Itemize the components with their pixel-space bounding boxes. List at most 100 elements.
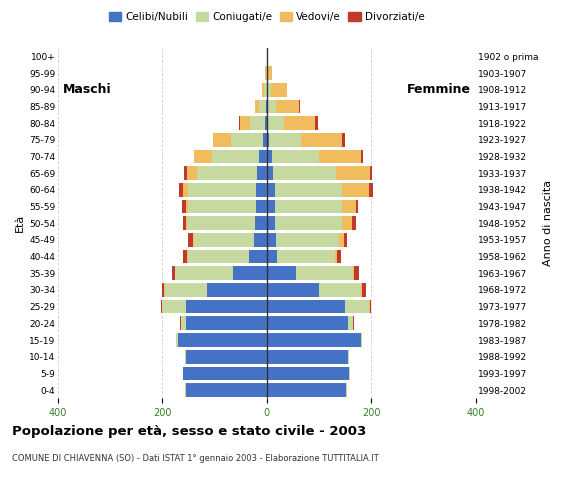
Bar: [188, 200, 267, 213]
Bar: [267, 250, 342, 264]
Bar: [267, 216, 274, 230]
Bar: [183, 367, 267, 380]
Bar: [193, 233, 267, 247]
Bar: [172, 266, 267, 280]
Bar: [212, 150, 267, 163]
Bar: [267, 183, 369, 197]
Bar: [267, 99, 299, 113]
Bar: [267, 266, 358, 280]
Bar: [186, 383, 267, 397]
Bar: [176, 333, 267, 347]
Bar: [256, 183, 267, 197]
Bar: [267, 83, 287, 96]
Bar: [186, 383, 267, 397]
Bar: [267, 150, 363, 163]
Bar: [165, 283, 267, 297]
Bar: [187, 250, 267, 264]
Bar: [197, 166, 267, 180]
Bar: [176, 333, 267, 347]
Bar: [161, 300, 267, 313]
Bar: [267, 133, 342, 146]
Bar: [256, 200, 267, 213]
Bar: [194, 150, 267, 163]
Bar: [267, 49, 268, 63]
Bar: [267, 367, 350, 380]
Bar: [267, 150, 361, 163]
Bar: [267, 83, 271, 96]
Bar: [267, 183, 342, 197]
Bar: [162, 283, 267, 297]
Bar: [267, 316, 354, 330]
Bar: [267, 216, 342, 230]
Bar: [186, 350, 267, 363]
Bar: [267, 66, 268, 80]
Bar: [182, 200, 267, 213]
Bar: [194, 150, 267, 163]
Bar: [267, 266, 354, 280]
Legend: Celibi/Nubili, Coniugati/e, Vedovi/e, Divorziati/e: Celibi/Nubili, Coniugati/e, Vedovi/e, Di…: [104, 8, 429, 26]
Bar: [267, 316, 353, 330]
Y-axis label: Età: Età: [15, 214, 25, 232]
Bar: [180, 316, 267, 330]
Bar: [176, 333, 267, 347]
Bar: [264, 83, 267, 96]
Bar: [267, 316, 347, 330]
Bar: [186, 316, 267, 330]
Bar: [267, 200, 274, 213]
Bar: [267, 116, 284, 130]
Bar: [267, 216, 356, 230]
Bar: [259, 99, 267, 113]
Bar: [267, 66, 272, 80]
Bar: [206, 283, 267, 297]
Bar: [267, 99, 300, 113]
Bar: [267, 367, 350, 380]
Bar: [267, 233, 339, 247]
Bar: [259, 150, 267, 163]
Bar: [231, 133, 267, 146]
Bar: [266, 99, 267, 113]
Bar: [255, 216, 267, 230]
Bar: [186, 216, 267, 230]
Bar: [267, 333, 362, 347]
Text: COMUNE DI CHIAVENNA (SO) - Dati ISTAT 1° gennaio 2003 - Elaborazione TUTTITALIA.: COMUNE DI CHIAVENNA (SO) - Dati ISTAT 1°…: [12, 454, 378, 463]
Bar: [175, 266, 267, 280]
Bar: [267, 166, 369, 180]
Y-axis label: Anno di nascita: Anno di nascita: [543, 180, 553, 266]
Bar: [233, 266, 267, 280]
Bar: [188, 250, 267, 264]
Bar: [187, 166, 267, 180]
Bar: [267, 166, 336, 180]
Bar: [267, 383, 347, 397]
Bar: [267, 316, 353, 330]
Bar: [187, 216, 267, 230]
Bar: [180, 316, 267, 330]
Bar: [267, 283, 366, 297]
Bar: [240, 116, 267, 130]
Bar: [258, 166, 267, 180]
Bar: [183, 250, 267, 264]
Bar: [267, 83, 287, 96]
Bar: [267, 367, 350, 380]
Bar: [267, 300, 369, 313]
Bar: [267, 99, 276, 113]
Bar: [267, 233, 347, 247]
Bar: [267, 116, 316, 130]
Bar: [184, 166, 267, 180]
Bar: [255, 99, 267, 113]
Text: Popolazione per età, sesso e stato civile - 2003: Popolazione per età, sesso e stato civil…: [12, 425, 366, 438]
Bar: [183, 367, 267, 380]
Bar: [267, 333, 361, 347]
Bar: [267, 283, 361, 297]
Bar: [267, 183, 373, 197]
Bar: [267, 166, 273, 180]
Bar: [267, 250, 337, 264]
Bar: [263, 133, 267, 146]
Bar: [262, 83, 267, 96]
Bar: [255, 99, 267, 113]
Bar: [248, 250, 267, 264]
Bar: [239, 116, 267, 130]
Bar: [183, 367, 267, 380]
Bar: [186, 383, 267, 397]
Bar: [267, 216, 352, 230]
Bar: [267, 383, 347, 397]
